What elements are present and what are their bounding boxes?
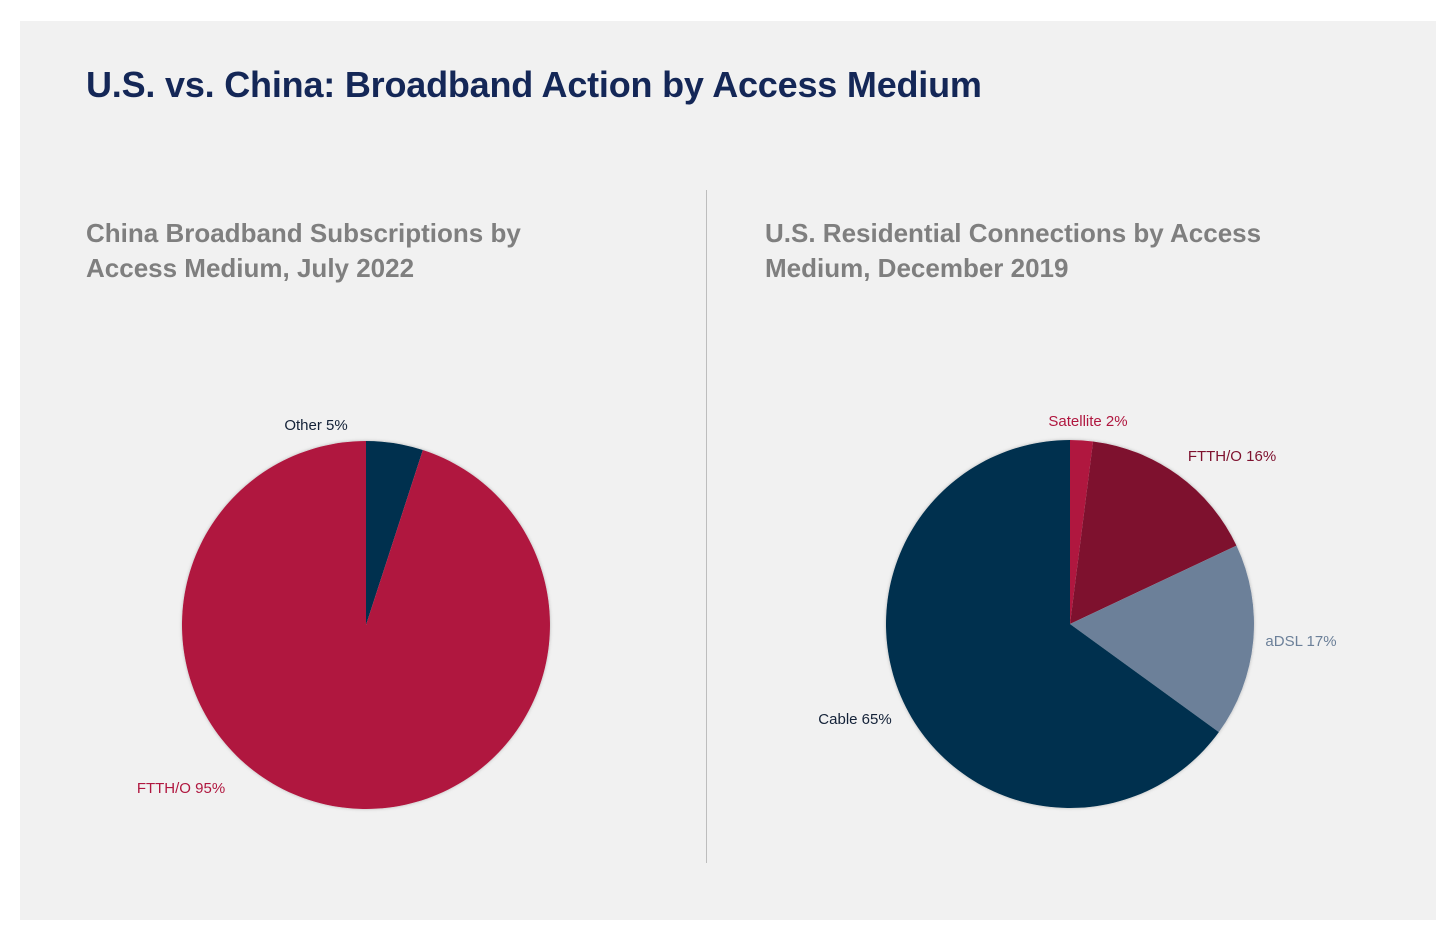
page-title: U.S. vs. China: Broadband Action by Acce… <box>86 64 982 105</box>
slice-label-ftth-o: FTTH/O 16% <box>1188 448 1276 465</box>
slice-label-ftth-o: FTTH/O 95% <box>137 780 225 797</box>
slice-label-other: Other 5% <box>284 417 347 434</box>
china-chart-title: China Broadband Subscriptions by Access … <box>86 218 521 283</box>
pie-slice-satellite <box>1070 440 1094 624</box>
pie-slice-ftth-o <box>181 441 550 810</box>
pie-slice-cable <box>885 440 1219 808</box>
us-pie: Satellite 2% FTTH/O 16% aDSL 17% Cable 65% <box>818 413 1337 808</box>
pie-slice-other <box>366 441 423 625</box>
china-pie: Other 5% FTTH/O 95% <box>137 417 550 810</box>
pie-slice-adsl <box>1070 545 1254 733</box>
us-chart-title: U.S. Residential Connections by Access M… <box>765 218 1262 283</box>
slice-label-cable: Cable 65% <box>818 711 891 728</box>
panel-divider <box>706 190 707 863</box>
slice-label-satellite: Satellite 2% <box>1048 413 1127 430</box>
pie-slice-ftth-o <box>1070 441 1237 624</box>
slice-label-adsl: aDSL 17% <box>1265 633 1336 650</box>
